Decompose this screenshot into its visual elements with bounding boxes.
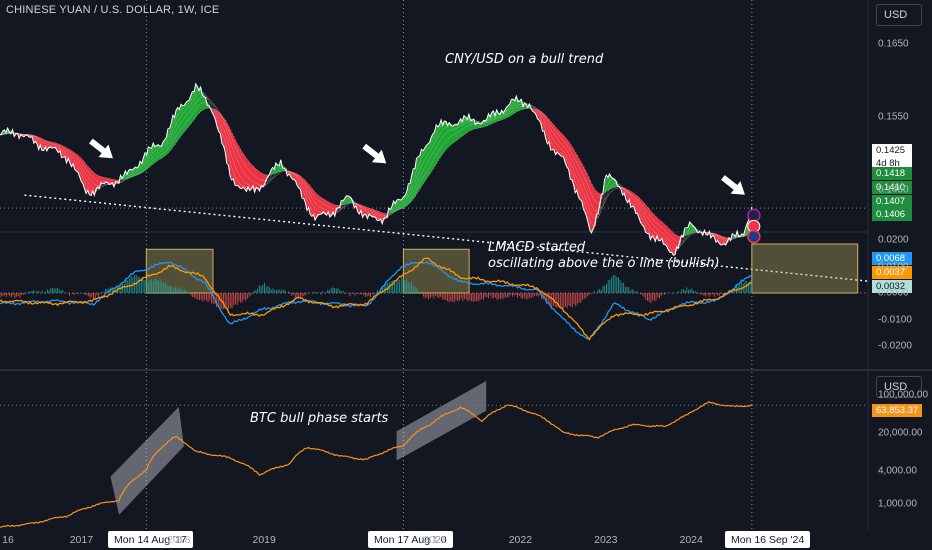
currency-button-btc[interactable]: USD [876,376,922,398]
lmacd-hist-label: 0.0032 [872,280,912,293]
annotation-top: CNY/USD on a bull trend [445,52,604,67]
y-tick-label: 0.1650 [878,38,909,50]
highlight-box [402,248,470,294]
x-tick-label: 2021 [423,534,447,546]
y-tick-label: 0.0200 [878,234,909,246]
x-tick-label: 2023 [594,534,618,546]
highlight-box [751,243,859,294]
lmacd-blue-label: 0.0068 [872,252,912,265]
lmacd-orange-line [0,257,753,341]
last-price-label: 0.1425 [872,144,912,157]
annotation-middle-line1: LMACD started [488,240,586,255]
arrow-shape [721,175,745,195]
ribbon-label: 0.1410 [872,181,912,194]
y-tick-label: 1,000.00 [878,498,917,510]
x-tick-label: 2022 [508,534,533,546]
x-tick-label: 2019 [252,534,276,546]
x-tick-label: 2024 [679,534,703,546]
y-tick-label: 0.0100 [878,261,909,272]
btc-channel [110,406,184,515]
countdown-label: 4d 8h [872,157,912,170]
price-line [0,82,753,256]
ema-line [0,96,753,247]
arrow-shape [89,138,113,159]
ema-line [0,101,753,242]
x-tick-label: 16 [2,534,14,546]
arrow-shape [362,143,387,164]
ribbon-label: 0.1418 [872,167,912,180]
arrow-icon [89,138,113,159]
y-tick-label: 4,000.00 [878,465,917,477]
y-tick-label: 20,000.00 [878,427,923,439]
ema-line [0,86,753,255]
annotation-middle-line2: oscillating above the o line (bullish) [488,256,720,271]
date-tag: Mon 16 Sep '24 [725,531,811,548]
currency-button[interactable]: USD [876,4,922,26]
y-tick-label: -0.0100 [878,314,912,325]
x-tick-label: 1 [432,534,438,546]
btc-price-line [0,400,753,528]
btc-channel [396,381,487,461]
y-tick-label: 0.1450 [878,184,909,196]
lmacd-orange-label: 0.0037 [872,266,912,279]
ema-line [0,107,752,239]
highlight-box [145,248,214,294]
arrow-icon [721,175,745,195]
x-tick-label: 2018 [167,534,191,546]
y-tick-label: 0.1550 [878,111,909,123]
lmacd-blue-line [0,260,752,340]
y-tick-label: -0.0200 [878,340,912,352]
btc-price-label: 63,853.37 [872,404,922,417]
ribbon-label: 0.1406 [872,208,912,221]
earnings-icon [747,208,761,223]
flag-icon [747,229,761,244]
ema-line [0,92,753,250]
annotation-bottom: BTC bull phase starts [250,411,389,426]
ema-ribbon [0,86,753,255]
date-tag: Mon 17 Aug '20 [368,531,453,548]
arrow-icon [362,143,387,164]
ema-line [0,88,753,253]
ribbon-label: 0.1407 [872,195,912,208]
y-tick-label: 0.0000 [878,287,909,299]
y-tick-label: 100,000.00 [878,389,929,401]
date-tag: Mon 14 Aug '17 [108,531,193,548]
trend-line [24,194,869,282]
x-tick-label: 2017 [69,534,94,546]
chart-title: CHINESE YUAN / U.S. DOLLAR, 1W, ICE [6,4,220,16]
x-tick-label: 8 [175,534,182,546]
